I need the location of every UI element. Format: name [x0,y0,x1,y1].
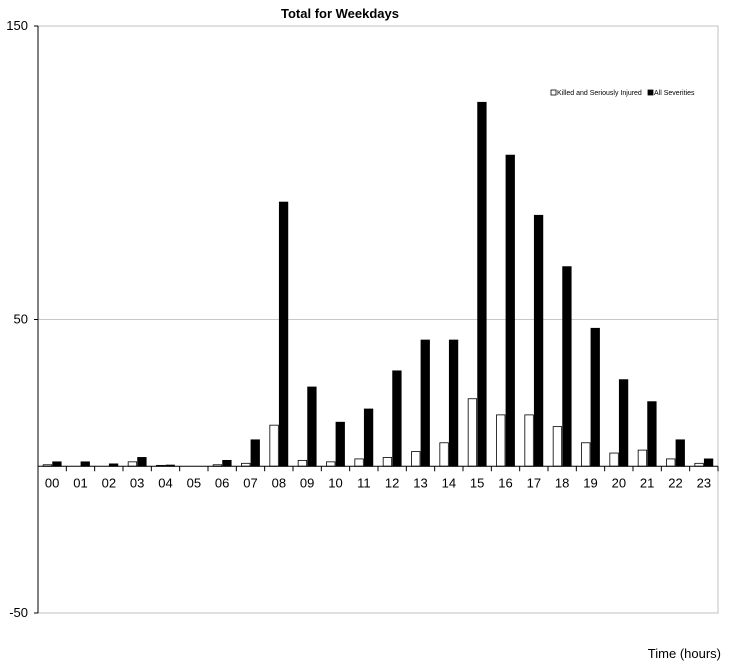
bar-all-18 [562,266,572,467]
bar-ksi-18 [552,426,563,467]
x-axis-ticks: 00 01 02 03 04 05 06 07 08 09 10 11 12 13 14 15 16 17 18 19… [37,466,719,490]
x-tick-label: 06 [215,475,229,490]
bar-all-11 [363,408,374,467]
x-tick-label: 08 [272,475,286,490]
legend-label-ksi: Killed and Seriously Injured [557,90,642,97]
bar-all-20 [618,379,629,467]
x-tick-label: 10 [328,475,342,490]
bar-all-13 [420,339,430,467]
y-tick-label: -50 [9,605,28,620]
bar-all-01 [80,461,90,467]
legend-label-all: All Severities [654,90,695,97]
bars [42,101,714,467]
bar-ksi-09 [297,459,308,467]
bar-ksi-14 [439,442,449,467]
chart-title: Total for Weekdays [281,6,399,21]
x-tick-label: 01 [73,475,87,490]
x-tick-label: 03 [130,475,144,490]
x-tick-label: 07 [243,475,257,490]
x-tick-label: 02 [102,475,116,490]
bar-ksi-17 [524,414,534,467]
legend: Killed and Seriously Injured All Severit… [550,89,695,97]
bar-all-00 [52,461,62,467]
bar-all-06 [222,459,232,467]
x-tick-label: 17 [527,475,541,490]
legend-swatch-all [647,89,654,96]
bar-ksi-11 [354,458,364,467]
bar-all-19 [590,327,600,467]
bar-all-17 [533,214,544,467]
bar-ksi-03 [127,461,138,467]
x-tick-label: 04 [158,475,172,490]
x-tick-label: 15 [470,475,484,490]
bar-all-16 [505,154,515,467]
x-tick-label: 19 [583,475,597,490]
x-tick-label: 09 [300,475,314,490]
y-tick-label: 50 [14,312,28,327]
x-tick-label: 16 [498,475,512,490]
bar-ksi-10 [326,461,336,467]
bar-ksi-21 [637,449,648,467]
bar-all-15 [477,101,487,467]
bar-ksi-15 [467,398,478,467]
bar-all-14 [448,339,459,467]
x-tick-label: 14 [442,475,456,490]
bar-all-10 [335,421,345,467]
legend-swatch-ksi [550,89,557,96]
x-tick-label: 13 [413,475,427,490]
bar-ksi-19 [581,442,591,467]
bar-all-08 [278,201,289,467]
bar-all-07 [250,439,260,467]
gridlines [38,25,718,614]
x-tick-label: 23 [697,475,711,490]
bar-ksi-16 [496,414,506,467]
x-tick-label: 11 [357,475,371,490]
x-tick-label: 18 [555,475,569,490]
bar-ksi-22 [666,458,676,467]
bar-ksi-08 [269,424,279,467]
bar-all-09 [307,386,317,467]
bar-ksi-20 [609,452,619,467]
y-axis-ticks: 150 50 -50 [6,18,38,620]
x-tick-label: 00 [45,475,59,490]
bar-all-23 [703,458,714,467]
x-tick-label: 12 [385,475,399,490]
bar-all-03 [137,457,147,467]
bar-all-12 [392,370,402,467]
x-tick-label: 20 [612,475,626,490]
x-tick-label: 22 [668,475,682,490]
bar-all-22 [675,439,685,467]
y-tick-label: 150 [6,18,28,33]
bar-all-21 [647,401,657,467]
x-tick-label: 21 [640,475,654,490]
bar-ksi-13 [411,451,421,467]
x-axis-label: Time (hours) [648,646,721,661]
x-tick-label: 05 [187,475,201,490]
bar-ksi-12 [382,457,393,467]
